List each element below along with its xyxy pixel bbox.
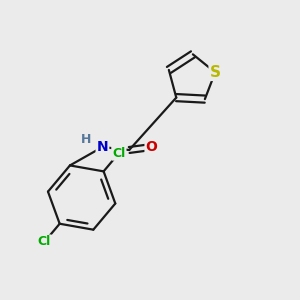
Text: S: S bbox=[210, 65, 221, 80]
Text: O: O bbox=[146, 140, 158, 154]
Text: Cl: Cl bbox=[112, 147, 125, 160]
Text: Cl: Cl bbox=[38, 236, 51, 248]
Text: H: H bbox=[81, 133, 91, 146]
Text: N: N bbox=[97, 140, 108, 154]
